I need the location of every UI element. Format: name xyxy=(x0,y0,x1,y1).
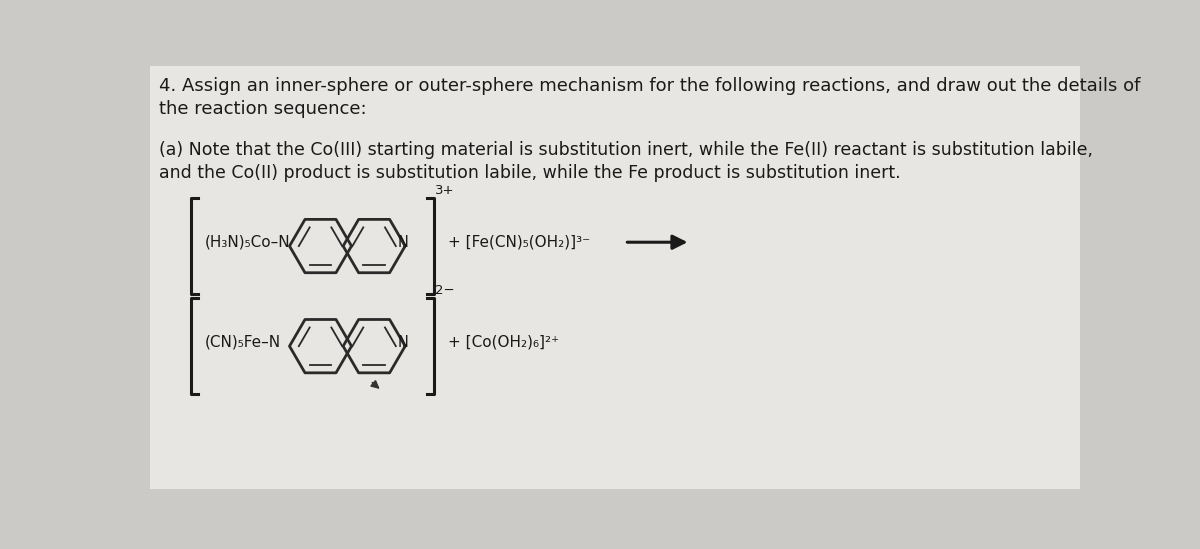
Text: N: N xyxy=(397,335,408,350)
Text: 4. Assign an inner-sphere or outer-sphere mechanism for the following reactions,: 4. Assign an inner-sphere or outer-spher… xyxy=(160,77,1141,94)
Text: + [Fe(CN)₅(OH₂)]³⁻: + [Fe(CN)₅(OH₂)]³⁻ xyxy=(448,235,590,250)
Text: 2−: 2− xyxy=(434,284,455,297)
Text: + [Co(OH₂)₆]²⁺: + [Co(OH₂)₆]²⁺ xyxy=(448,335,559,350)
Text: (H₃N)₅Co–N: (H₃N)₅Co–N xyxy=(204,235,290,250)
Text: N: N xyxy=(397,235,408,250)
Text: (CN)₅Fe–N: (CN)₅Fe–N xyxy=(204,335,281,350)
Text: 3+: 3+ xyxy=(434,184,454,197)
Text: the reaction sequence:: the reaction sequence: xyxy=(160,100,367,117)
Text: and the Co(II) product is substitution labile, while the Fe product is substitut: and the Co(II) product is substitution l… xyxy=(160,164,901,182)
FancyBboxPatch shape xyxy=(150,66,1080,489)
Text: (a) Note that the Co(III) starting material is substitution inert, while the Fe(: (a) Note that the Co(III) starting mater… xyxy=(160,141,1093,159)
